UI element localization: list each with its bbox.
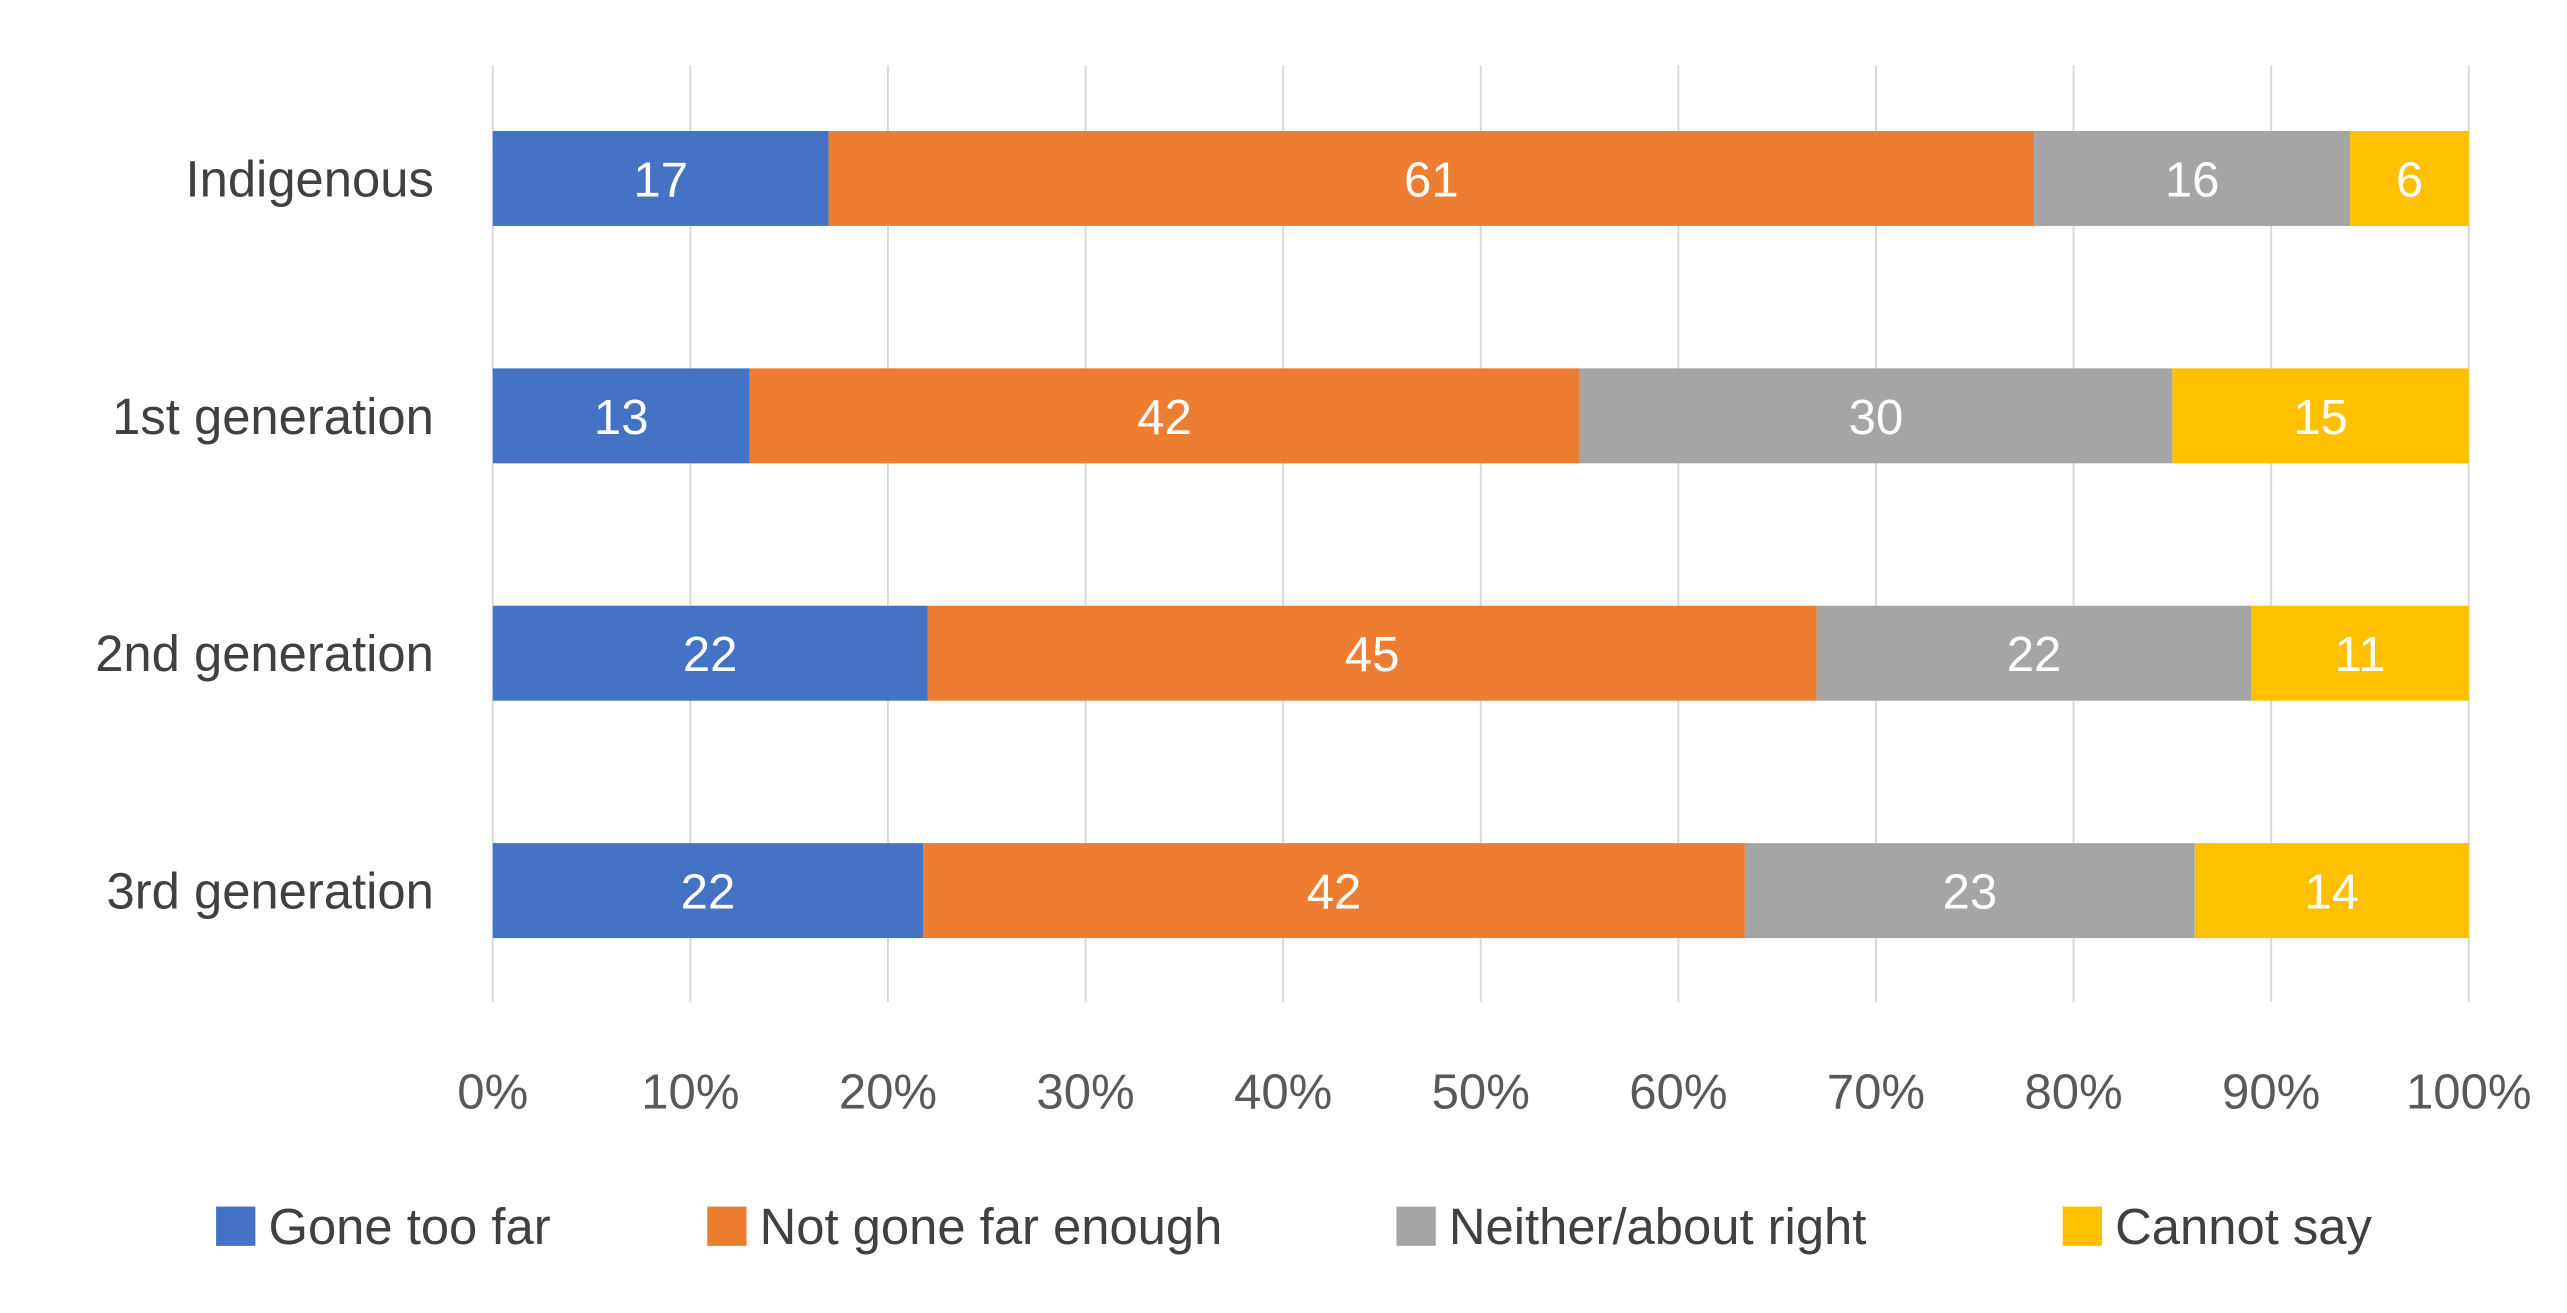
data-label: 42 <box>1137 391 1192 445</box>
bar-segment <box>1816 605 2252 701</box>
bar-segment <box>492 605 928 701</box>
x-tick-label: 30% <box>1036 1065 1134 1119</box>
data-label: 30 <box>1849 391 1904 445</box>
x-tick-label: 20% <box>839 1065 937 1119</box>
bar-segment <box>2251 605 2469 701</box>
bar-segment <box>2172 368 2469 464</box>
x-tick-label: 10% <box>641 1065 739 1119</box>
category-labels: Indigenous 1st generation 2nd generation 3r… <box>95 150 434 919</box>
bar-segment <box>2034 130 2351 226</box>
data-label: 17 <box>633 153 688 207</box>
x-tick-label: 80% <box>2024 1065 2122 1119</box>
legend-swatch <box>707 1206 747 1246</box>
x-tick-label: 70% <box>1827 1065 1925 1119</box>
bar-segment <box>492 130 829 226</box>
x-tick-label: 50% <box>1432 1065 1530 1119</box>
bar-segment <box>492 843 924 939</box>
bars: 17 61 16 6 13 42 30 15 22 45 22 11 22 42 23 14 <box>492 130 2469 939</box>
x-tick-label: 40% <box>1234 1065 1332 1119</box>
data-label: 23 <box>1943 866 1998 920</box>
data-label: 22 <box>681 866 736 920</box>
bar-segment <box>828 130 2035 226</box>
x-tick-label: 60% <box>1629 1065 1727 1119</box>
x-tick-label: 90% <box>2222 1065 2320 1119</box>
data-label: 15 <box>2293 391 2348 445</box>
legend-swatch <box>1396 1206 1436 1246</box>
data-label: 11 <box>2335 628 2386 682</box>
x-axis-ticks: 0% 10% 20% 30% 40% 50% 60% 70% 80% 90% 100% <box>457 1065 2531 1119</box>
data-label: 6 <box>2396 153 2423 207</box>
legend-swatch <box>2062 1206 2103 1246</box>
data-label: 22 <box>2007 628 2062 682</box>
bar-segment <box>2194 843 2469 939</box>
x-tick-label: 100% <box>2406 1065 2532 1119</box>
data-label: 16 <box>2165 153 2220 207</box>
legend-label: Not gone far enough <box>760 1198 1223 1255</box>
data-label: 45 <box>1345 628 1400 682</box>
category-label: 1st generation <box>112 388 434 445</box>
legend-label: Gone too far <box>268 1198 550 1255</box>
legend-swatch <box>216 1206 256 1246</box>
category-label: Indigenous <box>186 150 434 207</box>
bar-segment <box>1579 368 2173 464</box>
bar-segment <box>927 605 1817 701</box>
legend-label: Cannot say <box>2115 1198 2372 1255</box>
bar-segment <box>1744 843 2195 939</box>
category-label: 3rd generation <box>107 863 434 920</box>
data-label: 42 <box>1307 866 1362 920</box>
data-label: 61 <box>1404 153 1459 207</box>
legend: Gone too far Not gone far enough Neither/a… <box>216 1198 2373 1255</box>
data-label: 13 <box>594 391 649 445</box>
data-label: 14 <box>2305 866 2360 920</box>
bar-segment <box>492 368 750 464</box>
data-label: 22 <box>683 628 738 682</box>
bar-segment <box>749 368 1580 464</box>
x-tick-label: 0% <box>457 1065 528 1119</box>
category-label: 2nd generation <box>95 625 434 682</box>
legend-label: Neither/about right <box>1449 1198 1867 1255</box>
bar-segment <box>923 843 1745 939</box>
bar-segment <box>2350 130 2469 226</box>
